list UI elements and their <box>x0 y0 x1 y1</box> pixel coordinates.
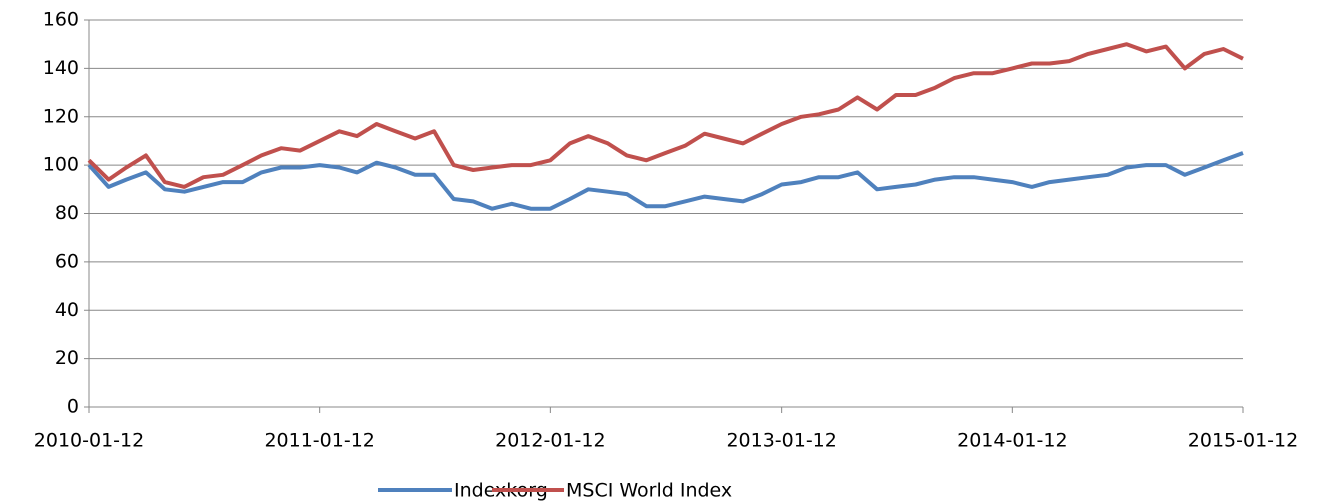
y-tick-label: 60 <box>55 250 79 272</box>
y-tick-label: 0 <box>67 396 79 418</box>
legend-label: MSCI World Index <box>566 480 732 502</box>
x-tick-label: 2015-01-12 <box>1188 430 1298 452</box>
y-tick-label: 160 <box>43 9 79 31</box>
line-series <box>87 151 1244 211</box>
line-series <box>87 42 1244 189</box>
x-tick-label: 2012-01-12 <box>495 430 605 452</box>
y-tick-label: 100 <box>43 154 79 176</box>
x-tick-label: 2010-01-12 <box>34 430 144 452</box>
x-tick-label: 2011-01-12 <box>264 430 374 452</box>
y-tick-label: 120 <box>43 105 79 127</box>
y-tick-label: 20 <box>55 347 79 369</box>
y-tick-label: 140 <box>43 57 79 79</box>
x-tick-label: 2014-01-12 <box>957 430 1067 452</box>
x-tick-label: 2013-01-12 <box>726 430 836 452</box>
y-tick-label: 40 <box>55 299 79 321</box>
y-tick-label: 80 <box>55 202 79 224</box>
